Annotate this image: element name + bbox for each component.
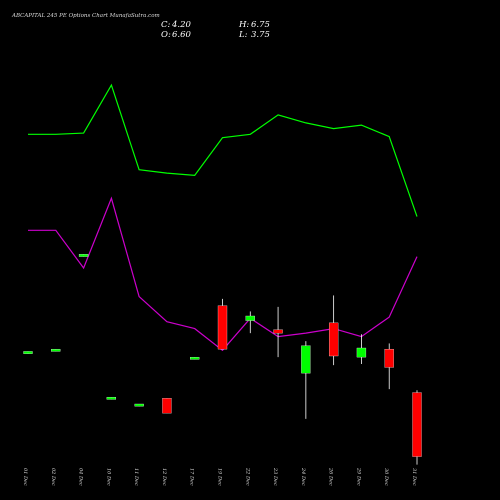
high-value: 6.75 xyxy=(251,20,270,30)
x-tick-label: 22 Dec xyxy=(244,467,250,486)
low-label: L: xyxy=(238,30,248,40)
candle-body xyxy=(356,347,367,358)
chart-title: ABCAPITAL 245 PE Options Chart MunafaSut… xyxy=(11,13,160,19)
candle-04-dec xyxy=(78,254,89,257)
candle-23-dec xyxy=(273,306,283,358)
candle-12-dec xyxy=(162,398,172,414)
candle-26-dec xyxy=(328,295,339,366)
candle-body xyxy=(301,345,311,374)
candle-24-dec xyxy=(301,341,311,419)
candle-30-dec xyxy=(384,343,394,390)
candle-body xyxy=(106,396,117,400)
indicator-line-1 xyxy=(28,83,418,217)
candle-body xyxy=(217,305,228,350)
x-tick-label: 04 Dec xyxy=(78,468,84,486)
indicator-lines xyxy=(28,83,418,352)
candle-body xyxy=(51,348,61,352)
x-tick-label: 12 Dec xyxy=(161,468,167,486)
x-tick-label: 30 Dec xyxy=(383,468,389,486)
close-label: C: xyxy=(161,20,171,30)
high-label: H: xyxy=(238,20,249,30)
candles xyxy=(23,254,422,465)
candle-body xyxy=(23,351,33,354)
x-tick-label: 10 Dec xyxy=(105,468,111,486)
candle-body xyxy=(190,356,200,360)
x-tick-label: 26 Dec xyxy=(328,467,334,486)
close-value: 4.20 xyxy=(171,20,192,30)
candle-body xyxy=(328,322,339,357)
x-tick-label: 01 Dec xyxy=(22,468,28,486)
candle-body xyxy=(134,403,144,407)
candle-body xyxy=(384,348,394,368)
ohlc-summary: C: 4.20 H: 6.75 O: 6.60 L: 3.75 xyxy=(161,20,270,40)
candle-body xyxy=(78,254,89,257)
candle-31-dec xyxy=(412,390,422,465)
candle-01-dec xyxy=(23,351,33,354)
candle-10-dec xyxy=(106,396,117,400)
x-tick-label: 29 Dec xyxy=(355,467,361,486)
x-axis-ticks: 01 Dec 02 Dec 04 Dec 10 Dec 11 Dec 12 Dec 17 D… xyxy=(22,467,417,486)
candle-02-dec xyxy=(51,348,61,352)
candle-body xyxy=(412,392,422,457)
x-tick-label: 23 Dec xyxy=(272,467,278,486)
x-tick-label: 24 Dec xyxy=(300,467,306,486)
candle-11-dec xyxy=(134,403,144,407)
candle-17-dec xyxy=(190,356,200,360)
candle-19-dec xyxy=(217,298,228,350)
candle-body xyxy=(162,398,172,414)
low-value: 3.75 xyxy=(251,30,270,40)
candle-body xyxy=(273,329,283,334)
x-tick-label: 17 Dec xyxy=(189,468,195,486)
candle-body xyxy=(245,315,255,321)
x-tick-label: 19 Dec xyxy=(217,468,223,486)
candle-29-dec xyxy=(356,334,367,364)
x-tick-label: 02 Dec xyxy=(50,468,56,486)
candle-22-dec xyxy=(245,311,255,334)
x-tick-label: 11 Dec xyxy=(133,468,139,486)
x-tick-label: 31 Dec xyxy=(411,468,417,486)
indicator-line-2 xyxy=(28,196,418,352)
open-label: O: xyxy=(161,30,171,40)
open-value: 6.60 xyxy=(172,30,192,40)
